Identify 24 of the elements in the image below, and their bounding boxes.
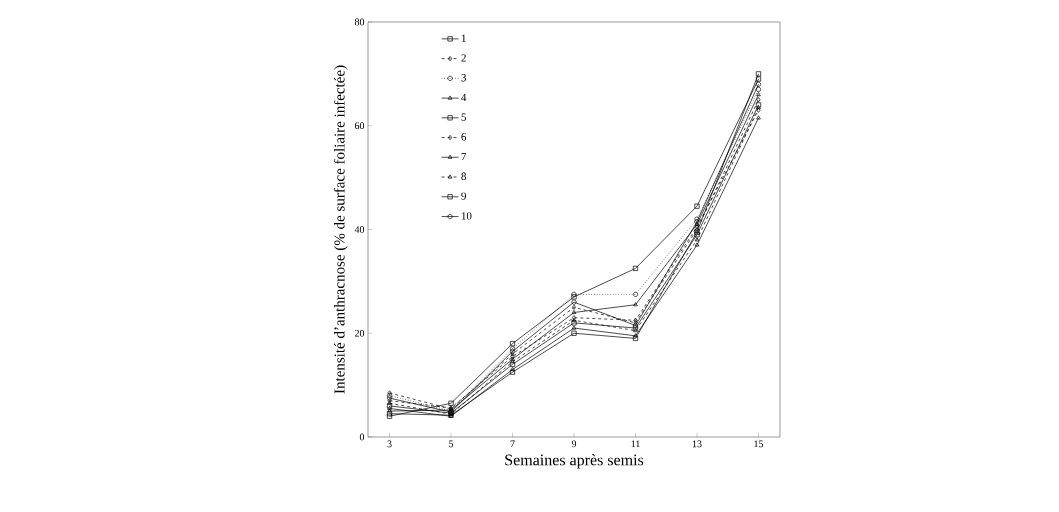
- x-tick-label: 7: [510, 440, 515, 448]
- y-tick-label: 0: [359, 433, 365, 441]
- y-axis-title: Intensité d’anthracnose (% de surface foliaire infectée): [333, 65, 348, 394]
- legend-label: 3: [461, 73, 467, 82]
- legend-label: 7: [461, 152, 467, 161]
- legend-label: 10: [461, 212, 472, 220]
- x-axis-title: Semaines après semis: [505, 454, 644, 469]
- legend-label: 4: [461, 93, 467, 101]
- legend-label: 8: [461, 172, 467, 181]
- x-tick-label: 3: [387, 440, 392, 448]
- legend-label: 1: [461, 34, 466, 42]
- x-tick-label: 15: [754, 440, 764, 448]
- y-tick-label: 20: [354, 329, 365, 337]
- legend-label: 6: [461, 133, 467, 141]
- x-tick-label: 13: [692, 440, 702, 448]
- x-tick-label: 11: [631, 440, 640, 448]
- legend-label: 5: [461, 113, 467, 121]
- legend-label: 9: [461, 192, 466, 200]
- y-tick-label: 40: [354, 226, 365, 233]
- x-tick-label: 5: [449, 440, 454, 448]
- x-tick-label: 9: [571, 440, 577, 448]
- y-tick-label: 60: [354, 122, 365, 130]
- legend-label: 2: [461, 54, 466, 62]
- y-tick-label: 80: [354, 18, 365, 26]
